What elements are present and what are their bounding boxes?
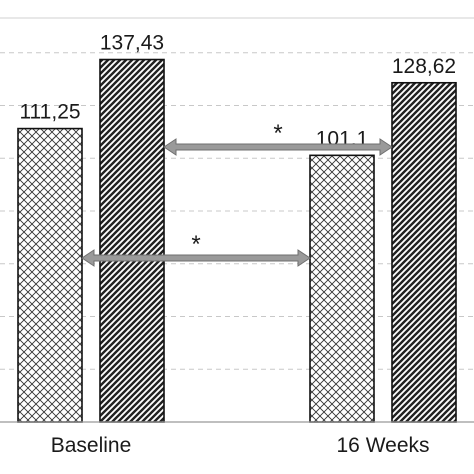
x-tick-label: 16 Weeks xyxy=(337,434,430,457)
double-arrow xyxy=(81,249,311,267)
double-arrow xyxy=(163,138,393,156)
gridlines xyxy=(0,17,474,370)
data-label: 128,62 xyxy=(392,55,456,78)
significance-asterisk: * xyxy=(273,120,282,147)
x-tick-label: Baseline xyxy=(51,434,132,457)
data-label: 111,25 xyxy=(19,101,80,124)
significance-arrows: ** xyxy=(81,120,393,267)
bars xyxy=(17,58,457,423)
bar-16-weeks-series-1 xyxy=(309,154,375,423)
x-tick-labels: Baseline 16 Weeks xyxy=(51,434,430,457)
bar-baseline-series-2 xyxy=(99,58,165,423)
significance-asterisk: * xyxy=(191,231,200,258)
significance-arrow: * xyxy=(163,120,393,156)
data-label: 137,43 xyxy=(100,32,164,55)
bar-16-weeks-series-2 xyxy=(391,81,457,423)
bar-baseline-series-1 xyxy=(17,127,83,423)
significance-arrow: * xyxy=(81,231,311,267)
